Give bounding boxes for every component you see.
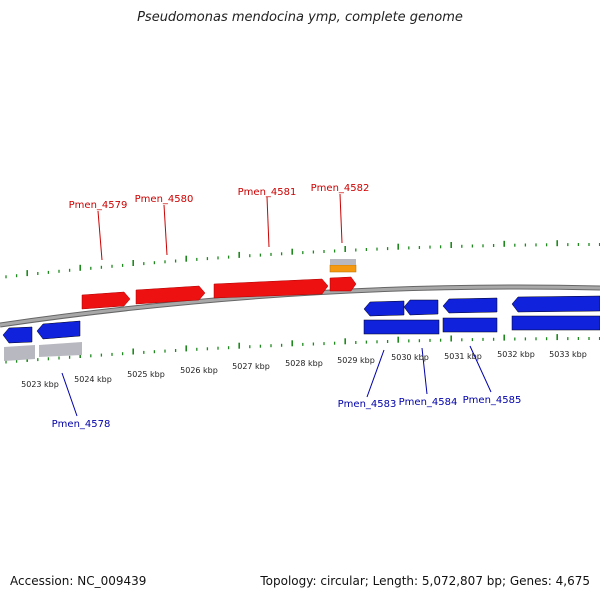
gene-label-pmen-4585[interactable]: Pmen_4585 [463, 395, 522, 406]
gene-pmen-4578[interactable] [36, 320, 81, 340]
gene-pmen-4585[interactable] [442, 297, 498, 314]
kbp-label: 5026 kbp [180, 366, 218, 375]
kbp-label: 5031 kbp [444, 352, 482, 361]
gene-label-pmen-4584[interactable]: Pmen_4584 [399, 397, 458, 408]
gene-pmen-4580[interactable] [135, 285, 206, 305]
kbp-label: 5023 kbp [21, 380, 59, 389]
gene-label-pmen-4580[interactable]: Pmen_4580 [135, 194, 194, 205]
gene-layer [2, 259, 600, 361]
gene-label-pmen-4582[interactable]: Pmen_4582 [311, 183, 370, 194]
gene-pmen-4583[interactable] [363, 300, 405, 317]
pseudo-gene-left-a[interactable] [4, 345, 35, 361]
kbp-label: 5027 kbp [232, 362, 270, 371]
kbp-label: 5029 kbp [337, 356, 375, 365]
callout-lines [61, 193, 492, 417]
rna-gene-feature[interactable] [329, 264, 357, 273]
kbp-label: 5033 kbp [549, 350, 587, 359]
gene-row2-b[interactable] [442, 317, 498, 333]
accession-text: Accession: NC_009439 [10, 574, 147, 588]
gene-row2-c[interactable] [511, 315, 600, 331]
pseudo-gene-left-b[interactable] [39, 342, 82, 357]
gene-label-pmen-4579[interactable]: Pmen_4579 [69, 200, 128, 211]
gene-pmen-4581[interactable] [213, 278, 329, 299]
tick-layer [5, 240, 600, 364]
kbp-label: 5025 kbp [127, 370, 165, 379]
gene-label-pmen-4581[interactable]: Pmen_4581 [238, 187, 297, 198]
gene-pmen-4577[interactable] [2, 326, 33, 344]
gene-label-pmen-4578[interactable]: Pmen_4578 [52, 419, 111, 430]
kbp-label: 5024 kbp [74, 375, 112, 384]
gene-pmen-4584[interactable] [403, 299, 439, 316]
map-title: Pseudomonas mendocina ymp, complete geno… [137, 10, 463, 25]
genome-summary-text: Topology: circular; Length: 5,072,807 bp… [260, 574, 590, 588]
pseudo-gene-feature-top[interactable] [330, 259, 356, 265]
gene-row2-a[interactable] [363, 319, 440, 335]
gene-pmen-4579[interactable] [81, 291, 131, 310]
kbp-label: 5030 kbp [391, 353, 429, 362]
gene-label-pmen-4583[interactable]: Pmen_4583 [338, 399, 397, 410]
gene-pmen-4586[interactable] [511, 295, 600, 313]
ruler-labels: 5023 kbp 5024 kbp 5025 kbp 5026 kbp 5027… [21, 350, 587, 389]
kbp-label: 5028 kbp [285, 359, 323, 368]
kbp-label: 5032 kbp [497, 350, 535, 359]
gene-pmen-4582[interactable] [329, 276, 357, 292]
